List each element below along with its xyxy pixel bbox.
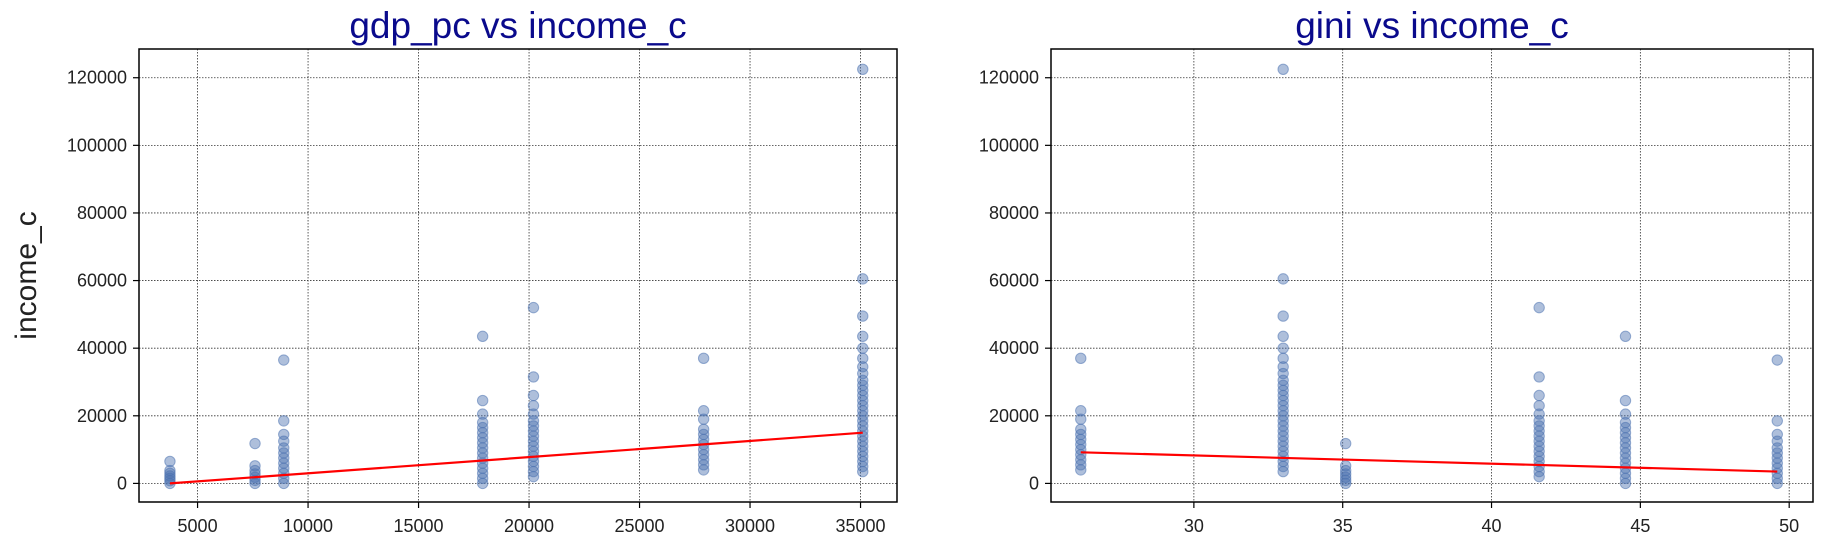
data-point (249, 460, 261, 472)
x-tick-label: 40 (1482, 516, 1502, 536)
data-point (1277, 63, 1289, 75)
fit-line (169, 431, 863, 485)
data-point (1277, 273, 1289, 285)
data-point (1075, 405, 1087, 417)
y-tick-label: 20000 (77, 406, 127, 426)
x-tick-label: 20000 (504, 516, 554, 536)
x-tick-label: 30000 (725, 516, 775, 536)
data-point (1533, 389, 1545, 402)
data-point (1277, 361, 1289, 373)
x-tick-label: 30 (1184, 516, 1204, 536)
data-point (1619, 330, 1632, 343)
chart-panel-1: 5000 10000 15000 20000 25000 30000 35000 0 20000… (10, 5, 898, 536)
data-point (1533, 371, 1545, 383)
data-point (857, 342, 869, 354)
data-point (1771, 354, 1783, 366)
data-point (527, 301, 540, 314)
y-tick-label: 120000 (67, 68, 127, 88)
data-point (249, 437, 261, 450)
y-tick-label: 40000 (77, 338, 127, 358)
data-point (857, 63, 869, 75)
y-tick-label: 100000 (979, 135, 1039, 155)
y-tick-label: 40000 (989, 338, 1039, 358)
data-point (1339, 437, 1352, 450)
data-point (527, 389, 540, 402)
data-point (1277, 330, 1289, 343)
data-point (857, 310, 869, 322)
data-point (278, 415, 290, 427)
data-point (1533, 408, 1545, 420)
x-tick-label: 15000 (394, 516, 444, 536)
x-tick-label: 35000 (836, 516, 886, 536)
data-point (476, 330, 489, 343)
y-tick-label: 0 (117, 473, 127, 493)
data-point (1619, 394, 1632, 407)
y-tick-label: 20000 (989, 406, 1039, 426)
data-point (164, 455, 176, 468)
data-point (1277, 310, 1289, 322)
data-point (857, 352, 869, 365)
data-point (527, 371, 540, 383)
data-point (1619, 416, 1632, 429)
data-point (857, 330, 869, 343)
data-point (1619, 408, 1632, 420)
chart-title: gdp_pc vs income_c (349, 5, 686, 46)
x-tick-label: 10000 (283, 516, 333, 536)
data-point (527, 399, 540, 412)
x-tick-label: 25000 (615, 516, 665, 536)
data-point (857, 361, 869, 373)
y-tick-label: 80000 (989, 203, 1039, 223)
data-point (697, 423, 710, 436)
data-point (278, 354, 290, 366)
data-point (1339, 474, 1352, 487)
data-point (1339, 468, 1352, 480)
data-point (697, 352, 710, 365)
y-tick-label: 120000 (979, 68, 1039, 88)
data-point (1075, 352, 1087, 365)
data-point (278, 428, 290, 441)
data-point (476, 394, 489, 407)
data-point (527, 408, 540, 420)
data-point (1277, 342, 1289, 354)
data-point (1533, 301, 1545, 314)
data-point (164, 467, 176, 479)
x-tick-label: 35 (1333, 516, 1353, 536)
y-tick-label: 100000 (67, 135, 127, 155)
y-tick-label: 0 (1029, 473, 1039, 493)
data-point (1339, 460, 1352, 472)
y-axis-label: income_c (10, 211, 43, 339)
y-tick-label: 80000 (77, 203, 127, 223)
chart-title: gini vs income_c (1295, 5, 1569, 46)
data-point (1533, 399, 1545, 412)
data-point (476, 408, 489, 420)
data-point (164, 464, 176, 477)
x-tick-label: 50 (1779, 516, 1799, 536)
data-point (857, 273, 869, 285)
y-tick-label: 60000 (77, 271, 127, 291)
data-point (1075, 423, 1087, 436)
data-point (1277, 352, 1289, 365)
data-point (476, 416, 489, 429)
chart-panel-2: 30 35 40 45 50 0 20000 40000 60000 80000 100000 120… (979, 5, 1814, 536)
data-point (1771, 428, 1783, 441)
fit-line (1080, 451, 1778, 473)
x-tick-label: 5000 (178, 516, 218, 536)
data-point (1339, 477, 1352, 490)
data-point (697, 413, 710, 425)
axes-frame (138, 48, 898, 503)
axes-frame (1050, 48, 1814, 503)
data-point (1075, 413, 1087, 425)
data-point (697, 405, 710, 417)
x-tick-label: 45 (1630, 516, 1650, 536)
y-tick-label: 60000 (989, 271, 1039, 291)
data-point (1771, 415, 1783, 427)
